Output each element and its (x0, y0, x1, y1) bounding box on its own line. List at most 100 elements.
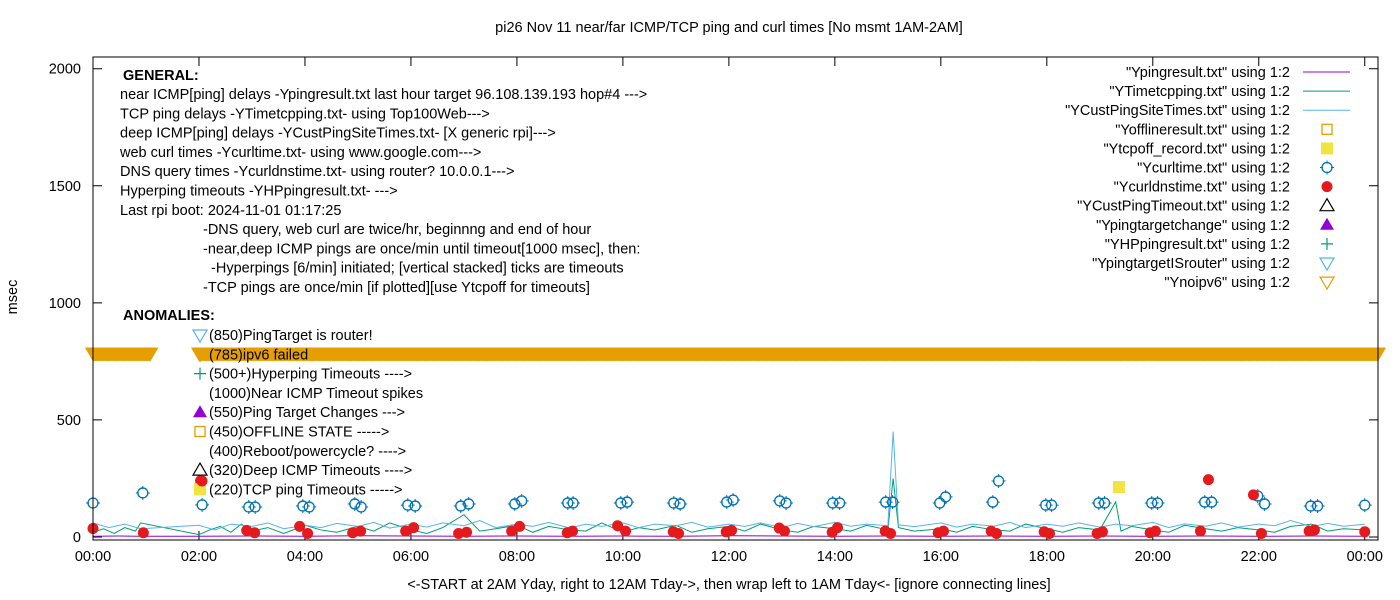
general-note-indented: -Hyperpings [6/min] initiated; [vertical… (203, 261, 624, 277)
data-point-ticks (719, 495, 734, 510)
data-point (461, 526, 473, 538)
data-point (1043, 527, 1055, 539)
data-point (673, 496, 688, 511)
data-point (507, 496, 522, 511)
x-tick-label: 00:00 (75, 549, 111, 565)
legend-marker-swatch (1321, 142, 1333, 155)
series-2 (92, 431, 1365, 531)
data-point-ring (934, 497, 946, 509)
legend-entry: "Yofflineresult.txt" using 1:2 (1115, 122, 1290, 138)
data-point (408, 499, 423, 514)
data-point-ticks (1303, 499, 1318, 514)
series-line (92, 431, 1365, 531)
anomaly-note: (500+)Hyperping Timeouts ----> (209, 367, 412, 383)
data-point (832, 522, 844, 534)
data-point (567, 525, 579, 537)
x-tick-label: 18:00 (1029, 549, 1065, 565)
data-point (295, 499, 310, 514)
x-tick-label: 02:00 (181, 549, 217, 565)
data-point-ticks (241, 499, 256, 514)
general-note: deep ICMP[ping] delays -YCustPingSiteTim… (120, 126, 556, 142)
data-point (354, 499, 369, 514)
data-point (620, 525, 632, 537)
legend-entry: "Ypingtargetchange" using 1:2 (1096, 218, 1290, 234)
data-point (1194, 525, 1206, 537)
data-point-ticks (885, 495, 900, 510)
data-point (1308, 524, 1320, 536)
data-point-ticks (613, 496, 628, 511)
data-point (461, 496, 476, 511)
general-note-indented: -DNS query, web curl are twice/hr, begin… (203, 222, 591, 238)
data-point (612, 520, 624, 532)
data-point-ticks (507, 496, 522, 511)
anomaly-note: (320)Deep ICMP Timeouts ----> (209, 463, 412, 479)
general-note-indented: -TCP pings are once/min [if plotted][use… (203, 280, 590, 296)
data-point (719, 495, 734, 510)
anomaly-note: (785)ipv6 failed (209, 347, 308, 363)
data-point-ring (780, 497, 792, 509)
legend-marker-swatch (1318, 257, 1336, 272)
data-point (1204, 495, 1219, 510)
data-point-ticks (1044, 498, 1059, 513)
general-note: Last rpi boot: 2024-11-01 01:17:25 (120, 203, 341, 219)
data-point-ticks (1197, 495, 1212, 510)
data-point-ticks (1250, 488, 1265, 503)
data-point (566, 496, 581, 511)
legend-entry: "Ycurltime.txt" using 1:2 (1137, 161, 1290, 177)
data-point-ticks (453, 499, 468, 514)
legend-marker-swatch (1321, 237, 1333, 250)
data-point (832, 496, 847, 511)
general-note: TCP ping delays -YTimetcpping.txt- using… (120, 106, 490, 122)
series-6 (87, 474, 1371, 539)
data-point-ticks (566, 496, 581, 511)
data-point (990, 527, 1002, 539)
data-point-ring (137, 487, 149, 499)
legend-marker-swatch-ring (1321, 161, 1333, 174)
data-point-ticks (1097, 496, 1112, 511)
x-tick-label: 14:00 (817, 549, 853, 565)
data-point (726, 492, 741, 507)
y-tick-label: 1500 (49, 179, 81, 195)
data-point-ring (987, 496, 999, 508)
data-point-ticks (347, 496, 362, 511)
data-point (825, 496, 840, 511)
general-note: web curl times -Ycurltime.txt- using www… (119, 145, 481, 161)
anomaly-note: (450)OFFLINE STATE -----> (209, 425, 389, 441)
anomaly-marker-icon (194, 367, 206, 380)
data-point (1197, 495, 1212, 510)
data-point (985, 495, 1000, 510)
data-point-ticks (1257, 496, 1272, 511)
anomaly-marker-icon (191, 348, 209, 363)
data-point (726, 524, 738, 536)
data-point (1257, 496, 1272, 511)
data-point-ticks (726, 492, 741, 507)
general-note: DNS query times -Ycurldnstime.txt- using… (120, 164, 514, 180)
legend-marker-swatch (1318, 276, 1336, 291)
data-point-ring (196, 499, 208, 511)
data-point (560, 496, 575, 511)
legend-marker-swatch (1321, 123, 1333, 135)
legend-marker-swatch (1321, 181, 1333, 193)
data-point-ticks (878, 495, 893, 510)
data-point (885, 495, 900, 510)
data-point-ticks (400, 498, 415, 513)
y-tick-label: 1000 (49, 296, 81, 312)
legend-entry: "YpingtargetISrouter" using 1:2 (1092, 256, 1290, 272)
legend-entry: "Ypingresult.txt" using 1:2 (1126, 65, 1290, 81)
anomaly-note: (850)PingTarget is router! (209, 328, 373, 344)
x-tick-label: 16:00 (923, 549, 959, 565)
series-11 (84, 347, 1387, 362)
data-point-ring (721, 496, 733, 508)
legend-entry: "YHPpingresult.txt" using 1:2 (1105, 237, 1290, 253)
general-note-indented: -near,deep ICMP pings are once/min until… (203, 241, 640, 257)
data-point (1096, 526, 1108, 538)
data-point (135, 485, 150, 500)
data-point-ticks (295, 499, 310, 514)
data-point-ticks (938, 489, 953, 504)
legend-entry: "Ycurldnstime.txt" using 1:2 (1114, 180, 1290, 196)
y-tick-label: 0 (73, 530, 81, 546)
x-tick-label: 12:00 (711, 549, 747, 565)
data-point-ring (1359, 499, 1371, 511)
x-axis-label: <-START at 2AM Yday, right to 12AM Tday-… (407, 577, 1050, 593)
